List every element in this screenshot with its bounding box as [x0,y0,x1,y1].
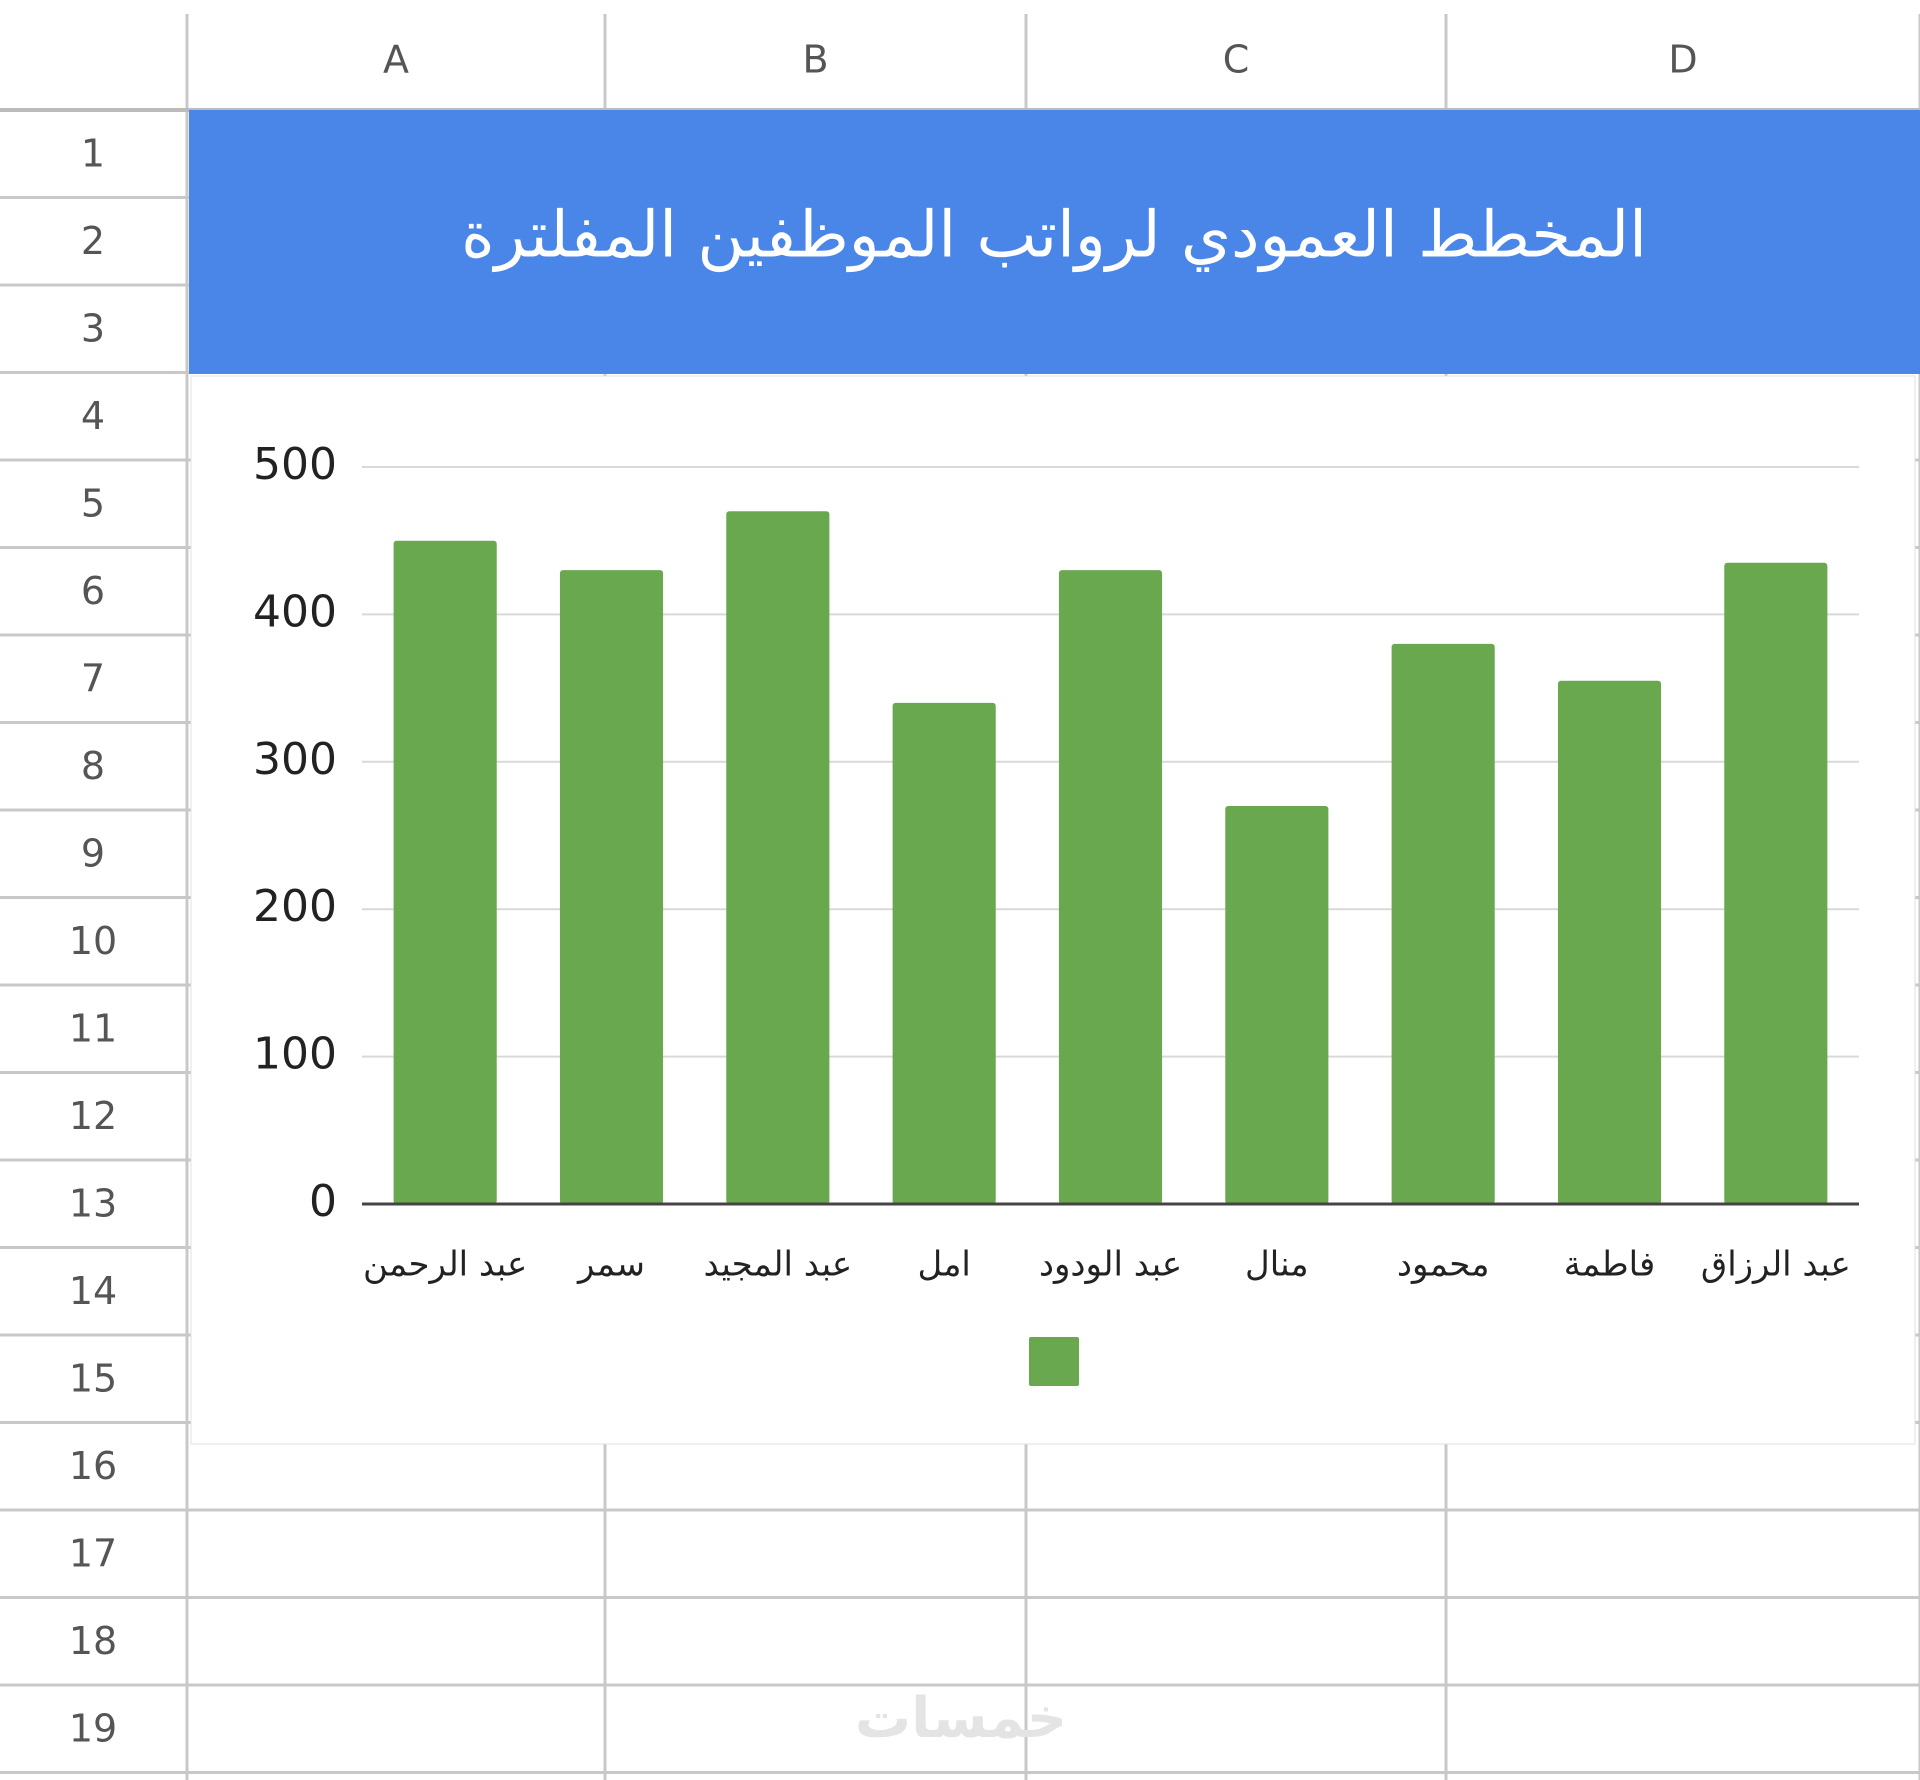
watermark: خمسات [855,1686,1067,1751]
x-tick-label: سمر [576,1245,645,1285]
header-row [0,0,1920,110]
row-header: 19 [69,1706,117,1750]
legend-swatch [1029,1337,1079,1386]
row-header: 11 [69,1006,117,1050]
row-header: 12 [69,1094,117,1138]
row-header: 18 [69,1619,117,1663]
row-header: 5 [81,481,105,525]
bar [1058,570,1163,1204]
column-header: B [802,38,828,82]
row-header: 1 [81,131,105,175]
y-tick-label: 500 [253,439,337,490]
y-tick-label: 0 [309,1176,337,1227]
bar [726,511,830,1205]
bar [393,540,497,1204]
x-tick-label: فاطمة [1564,1245,1656,1285]
banner-title: المخطط العمودي لرواتب الموظفين المفلترة [461,199,1647,273]
bar [1391,643,1495,1204]
row-header: 16 [69,1444,117,1488]
y-tick-label: 300 [253,734,337,785]
y-tick-label: 400 [253,586,337,637]
bar [559,570,664,1204]
row-header: 17 [69,1531,117,1575]
y-tick-label: 200 [253,881,337,932]
x-tick-label: عبد الودود [1039,1245,1182,1285]
bar [1557,680,1662,1204]
row-header: 7 [81,656,105,700]
column-header: D [1668,38,1697,82]
row-header: 15 [69,1356,117,1400]
row-header: 13 [69,1181,117,1225]
column-header: C [1223,38,1250,82]
y-tick-label: 100 [253,1029,337,1080]
bar [1724,562,1828,1204]
x-tick-label: منال [1245,1245,1309,1285]
bar [1225,806,1329,1204]
bar [892,702,996,1204]
row-header: 3 [81,306,105,350]
row-header: 10 [69,919,117,963]
row-header: 9 [81,831,105,875]
x-tick-label: امل [917,1245,970,1285]
row-header: 6 [81,569,105,613]
row-header: 2 [81,219,105,263]
column-header: A [383,38,409,82]
x-tick-label: عبد الرحمن [363,1245,527,1285]
title-banner [189,110,1920,374]
x-tick-label: محمود [1397,1245,1490,1285]
x-tick-label: عبد المجيد [703,1245,852,1285]
chart: 0 100 200 300 400 500 عبد الرحمن سمر عبد المجيد ا… [253,439,1859,1386]
row-header: 8 [81,744,105,788]
row-header: 14 [69,1269,117,1313]
x-tick-label: عبد الرزاق [1701,1245,1851,1285]
row-header: 4 [81,394,105,438]
